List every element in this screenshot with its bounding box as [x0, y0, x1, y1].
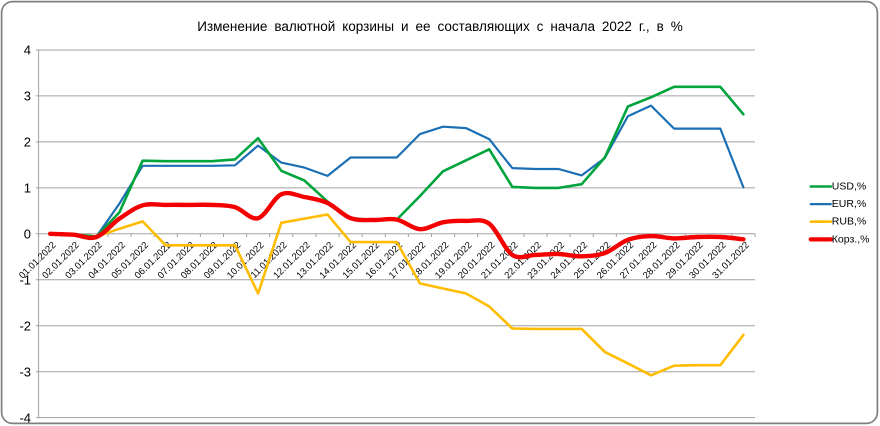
svg-text:-3: -3: [19, 364, 31, 379]
svg-text:USD,%: USD,%: [832, 181, 866, 193]
svg-text:3: 3: [24, 89, 31, 104]
svg-text:RUB,%: RUB,%: [832, 216, 866, 228]
svg-text:EUR,%: EUR,%: [832, 198, 866, 210]
svg-text:1: 1: [24, 181, 31, 196]
svg-text:Изменение валютной корзины и е: Изменение валютной корзины и ее составля…: [197, 19, 683, 34]
svg-text:0: 0: [24, 227, 31, 242]
svg-text:-4: -4: [19, 410, 31, 425]
svg-text:4: 4: [24, 43, 31, 58]
svg-text:-2: -2: [19, 318, 31, 333]
svg-text:-1: -1: [19, 272, 31, 287]
svg-text:Корз.,%: Корз.,%: [832, 233, 870, 245]
svg-text:2: 2: [24, 135, 31, 150]
